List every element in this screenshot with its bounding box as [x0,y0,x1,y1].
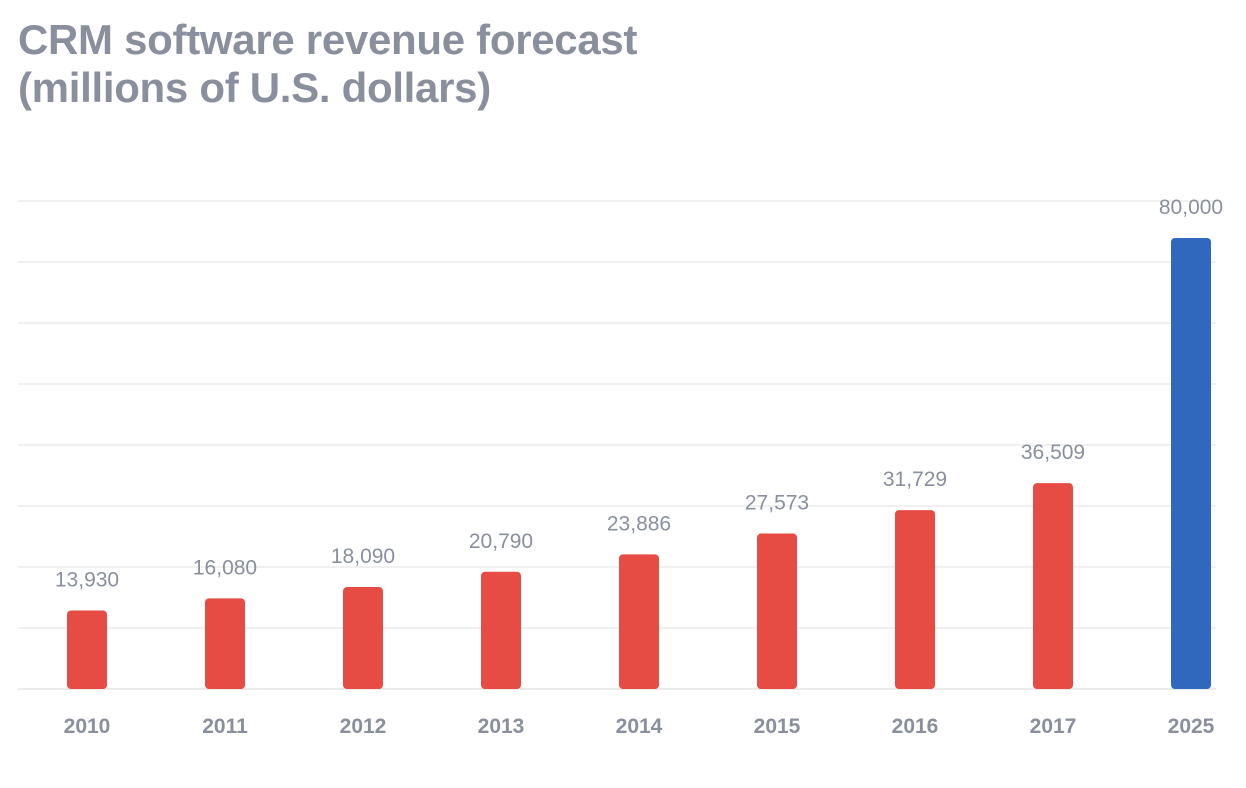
bar-2016 [895,510,935,689]
data-label-2012: 18,090 [331,545,395,568]
bar-2013 [481,571,521,689]
data-label-2010: 13,930 [55,568,119,591]
data-label-2016: 31,729 [883,468,947,491]
data-label-2013: 20,790 [469,530,533,553]
data-label-2017: 36,509 [1021,441,1085,464]
x-tick-label-2016: 2016 [892,715,939,738]
x-tick-label-2015: 2015 [754,715,801,738]
x-tick-label-2014: 2014 [616,715,663,738]
data-label-2011: 16,080 [193,556,257,579]
chart-title: CRM software revenue forecast (millions … [18,16,918,112]
chart-title-line-1: CRM software revenue forecast [18,16,638,63]
x-axis-tick-labels: 2010 2011 2012 2013 2014 2015 2016 2017 2025 [64,715,1215,738]
data-label-2025: 80,000 [1159,196,1223,219]
x-tick-label-2017: 2017 [1030,715,1077,738]
bar-2014 [619,554,659,689]
bar-2010 [67,610,107,689]
x-tick-label-2011: 2011 [202,715,248,738]
bar-2012 [343,587,383,689]
x-tick-label-2025: 2025 [1168,715,1215,738]
x-tick-label-2010: 2010 [64,715,111,738]
x-tick-label-2012: 2012 [340,715,387,738]
bar-2011 [205,598,245,689]
bars [67,238,1211,689]
data-label-2015: 27,573 [745,492,809,515]
chart-title-line-2: (millions of U.S. dollars) [18,64,491,111]
data-label-2014: 23,886 [607,512,671,535]
bar-2015 [757,533,797,689]
bar-2025 [1171,238,1211,689]
bar-2017 [1033,483,1073,689]
x-tick-label-2013: 2013 [478,715,525,738]
data-labels: 13,930 16,080 18,090 20,790 23,886 27,573 31,7… [55,196,1223,591]
